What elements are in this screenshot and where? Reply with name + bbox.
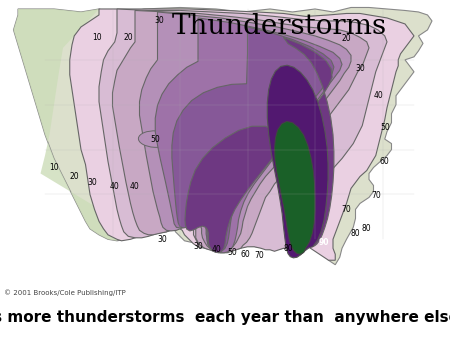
Polygon shape — [112, 10, 369, 253]
Text: 20: 20 — [123, 33, 133, 42]
Polygon shape — [140, 12, 351, 252]
Text: 30: 30 — [193, 242, 203, 251]
Polygon shape — [155, 18, 342, 253]
Text: 30: 30 — [355, 64, 365, 73]
Text: 70: 70 — [254, 251, 264, 260]
Ellipse shape — [139, 131, 172, 147]
Text: 30: 30 — [155, 17, 165, 25]
Text: 40: 40 — [110, 183, 120, 191]
Text: 20: 20 — [342, 34, 351, 43]
Text: 20: 20 — [69, 172, 79, 181]
Text: 30: 30 — [87, 178, 97, 187]
Text: 60: 60 — [240, 250, 250, 259]
Text: 80: 80 — [362, 224, 372, 233]
Polygon shape — [274, 121, 315, 254]
Text: 40: 40 — [373, 91, 383, 100]
Text: 70: 70 — [371, 191, 381, 200]
Text: 50: 50 — [227, 248, 237, 257]
Text: 70: 70 — [342, 205, 351, 214]
Polygon shape — [14, 9, 117, 241]
Text: Thunderstorms: Thunderstorms — [171, 14, 387, 41]
Polygon shape — [70, 9, 414, 260]
Polygon shape — [14, 7, 432, 265]
Polygon shape — [185, 38, 334, 252]
Text: 50: 50 — [150, 135, 160, 144]
Text: 40: 40 — [130, 183, 140, 191]
Text: © 2001 Brooks/Cole Publishing/ITP: © 2001 Brooks/Cole Publishing/ITP — [4, 289, 126, 295]
Text: 30: 30 — [157, 235, 167, 244]
Text: 50: 50 — [380, 123, 390, 131]
Text: 10: 10 — [92, 33, 102, 42]
Text: 90: 90 — [319, 238, 329, 247]
Text: 40: 40 — [211, 245, 221, 254]
Text: 80: 80 — [283, 244, 293, 253]
Polygon shape — [172, 27, 334, 252]
Polygon shape — [267, 65, 328, 258]
Text: 10: 10 — [49, 163, 59, 172]
Polygon shape — [99, 9, 387, 251]
Text: 60: 60 — [380, 157, 390, 166]
Text: 80: 80 — [351, 229, 360, 238]
Text: Florida has more thunderstorms  each year than  anywhere else in the US: Florida has more thunderstorms each year… — [0, 310, 450, 325]
